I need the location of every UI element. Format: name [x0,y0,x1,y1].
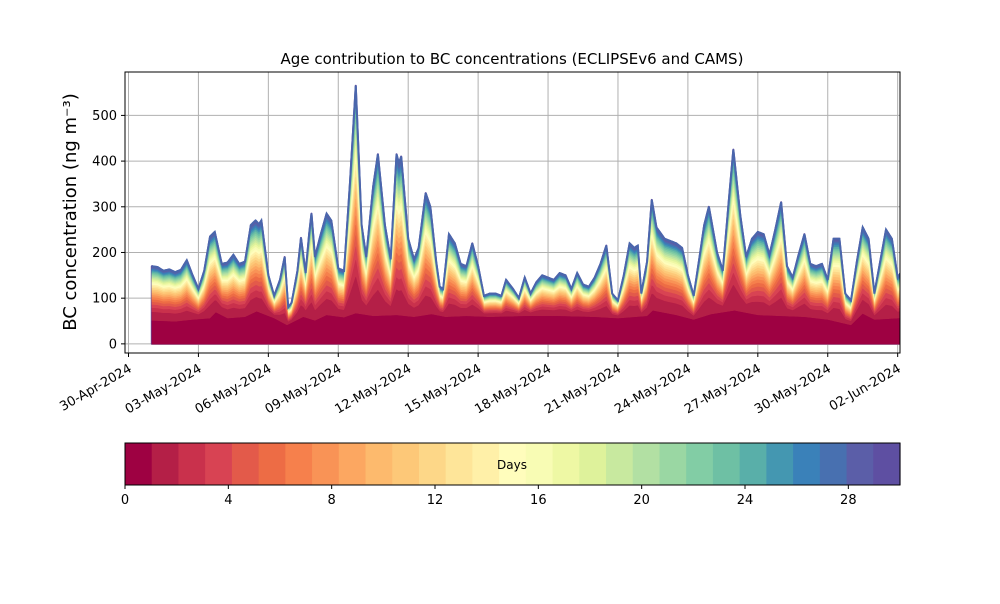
x-tick-label: 06-May-2024 [193,361,275,417]
y-tick-label: 200 [92,246,117,261]
colorbar-swatch [125,443,153,485]
chart-title: Age contribution to BC concentrations (E… [281,50,744,68]
colorbar: 0 4 8 12 16 20 24 28 [121,442,901,508]
colorbar-swatch [365,443,393,485]
colorbar-swatch [739,443,767,485]
colorbar-tick-label: 28 [840,493,857,508]
colorbar-swatch [712,443,741,485]
colorbar-tick-label: 24 [737,493,754,508]
colorbar-swatch [205,443,233,485]
colorbar-swatch [552,443,580,485]
x-tick-label: 21-May-2024 [542,361,624,417]
colorbar-swatch [418,443,447,485]
colorbar-swatch [766,443,794,485]
colorbar-swatch [231,443,260,485]
colorbar-swatch [338,443,367,485]
x-tick-label: 02-Jun-2024 [827,361,904,414]
colorbar-swatch [312,443,340,485]
x-tick-label: 27-May-2024 [682,361,764,417]
colorbar-tick-label: 12 [427,493,444,508]
y-tick-label: 400 [92,155,117,170]
colorbar-swatch [151,443,180,485]
x-tick-label: 18-May-2024 [472,361,554,417]
colorbar-swatch [472,443,500,485]
colorbar-tick-label: 16 [530,493,547,508]
x-tick-label: 24-May-2024 [612,361,694,417]
colorbar-swatch [632,443,661,485]
colorbar-swatch [819,443,848,485]
colorbar-swatch [445,443,474,485]
colorbar-swatch [606,443,634,485]
y-tick-label: 0 [109,337,117,352]
colorbar-tick-label: 20 [633,493,650,508]
x-tick-label: 30-May-2024 [752,361,834,417]
colorbar-swatch [499,443,527,485]
colorbar-tick-label: 4 [224,493,232,508]
x-tick-label: 30-Apr-2024 [57,361,134,414]
colorbar-swatch [525,443,554,485]
x-tick-label: 12-May-2024 [333,361,415,417]
y-tick-label: 100 [92,292,117,307]
colorbar-swatch [686,443,714,485]
colorbar-swatch [258,443,286,485]
age-layers [150,84,900,345]
colorbar-swatch [846,443,874,485]
total-line [151,85,900,311]
colorbar-swatch [178,443,206,485]
x-tick-label: 03-May-2024 [123,361,205,417]
colorbar-swatch [285,443,313,485]
x-tick-label: 09-May-2024 [263,361,345,417]
y-tick-label: 500 [92,109,117,124]
colorbar-tick-label: 0 [121,493,129,508]
x-tick-label: 15-May-2024 [402,361,484,417]
colorbar-swatch [579,443,607,485]
age-layer-base [151,310,900,345]
x-axis: 30-Apr-202403-May-202406-May-202409-May-… [57,353,904,417]
y-axis-label: BC concentration (ng m⁻³) [60,93,81,331]
colorbar-swatch [793,443,821,485]
plot-frame [124,71,901,354]
y-tick-label: 300 [92,200,117,215]
colorbar-swatch [873,443,901,485]
y-axis: 0 100 200 300 400 500 [92,109,125,352]
colorbar-tick-label: 8 [328,493,336,508]
colorbar-label: Days [497,458,527,472]
colorbar-swatch [659,443,687,485]
colorbar-swatch [392,443,420,485]
colorbar-frame [124,442,901,486]
